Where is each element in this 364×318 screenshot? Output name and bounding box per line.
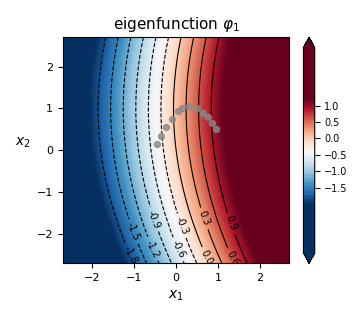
- Point: [205, 114, 210, 119]
- X-axis label: $x_1$: $x_1$: [168, 289, 184, 303]
- Y-axis label: $x_2$: $x_2$: [15, 136, 31, 150]
- Text: -0.9: -0.9: [146, 209, 162, 230]
- Text: -1.2: -1.2: [144, 238, 161, 259]
- Point: [175, 108, 181, 113]
- Point: [159, 133, 165, 138]
- Text: -0.3: -0.3: [173, 215, 190, 236]
- PathPatch shape: [304, 37, 315, 48]
- Text: 0.3: 0.3: [197, 210, 211, 227]
- Text: -0.6: -0.6: [170, 239, 187, 260]
- Point: [213, 127, 219, 132]
- Point: [163, 125, 169, 130]
- Point: [201, 110, 206, 115]
- Text: 0.9: 0.9: [223, 215, 238, 232]
- Point: [154, 142, 160, 147]
- Point: [194, 106, 200, 111]
- Title: eigenfunction $\varphi_1$: eigenfunction $\varphi_1$: [112, 15, 240, 34]
- Text: 0.0: 0.0: [199, 248, 215, 266]
- Text: -1.8: -1.8: [122, 244, 139, 265]
- Point: [186, 104, 191, 109]
- PathPatch shape: [304, 253, 315, 263]
- Point: [179, 105, 185, 110]
- Point: [209, 121, 215, 126]
- Text: -1.5: -1.5: [125, 221, 142, 242]
- Text: 0.6: 0.6: [224, 249, 240, 267]
- Point: [169, 116, 175, 121]
